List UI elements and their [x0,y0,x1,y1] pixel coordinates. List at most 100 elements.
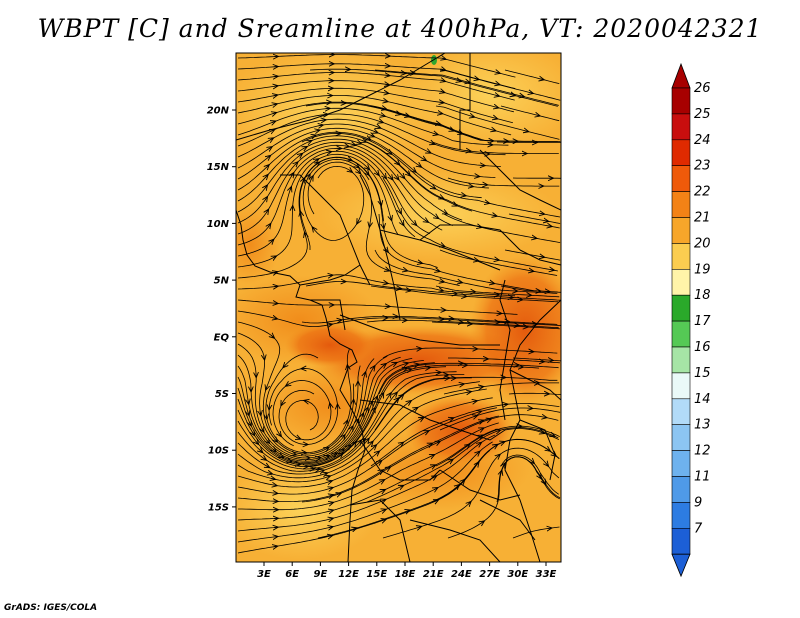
streamline-arrow [312,227,314,230]
streamline [265,349,352,454]
streamline-arrow [393,363,397,365]
streamline-arrow [399,210,401,214]
wbpt-field [236,53,561,562]
streamline-arrow [265,197,267,200]
streamline-arrow [374,131,378,133]
x-tick-label: 27E [479,569,500,580]
colorbar-segment [671,165,691,192]
streamline-arrow [324,473,328,474]
streamline-arrow [349,170,352,172]
colorbar-label: 17 [694,314,711,329]
streamline-arrow [373,445,376,448]
field-light-northeast [400,53,561,150]
colorbar-bottom-arrow [671,553,691,578]
streamline [435,105,560,140]
streamline-arrow [266,165,269,168]
streamline-arrow [248,400,249,404]
streamline-arrow [364,372,365,376]
streamline-arrow [492,130,496,131]
streamline [237,343,375,459]
colorbar-segment [671,243,691,270]
colorbar-label: 16 [694,340,711,355]
colorbar-segment [671,372,691,400]
streamline-arrow [295,162,298,165]
streamline-arrow [400,442,403,444]
streamline-arrow [273,256,277,258]
x-tick-label: 15E [366,569,387,580]
streamline-arrow [311,176,313,180]
streamline-arrow [496,72,500,73]
streamline-arrow [341,449,344,452]
streamline-arrow [328,324,332,325]
colorbar-segment [671,294,691,322]
streamline-arrow [281,402,283,406]
field-hot-lowlat [285,323,375,367]
y-tick-label: 15N [207,162,230,173]
streamline-arrow [380,470,383,472]
streamline-arrow [456,485,459,488]
streamline-arrow [371,402,372,406]
streamline [272,380,332,447]
streamline-arrow [480,428,484,430]
streamlines [237,55,561,554]
streamline [237,371,457,470]
streamline-arrow [429,443,433,445]
x-axis: 3E 6E 9E 12E 15E 18E 21E 24E 27E 30E 33E [257,562,557,580]
streamline [237,135,473,212]
streamline-arrow [437,123,441,124]
streamline-arrow [269,147,272,149]
streamline-arrow [401,395,404,398]
streamline-arrow [495,259,499,260]
streamline-arrow [266,466,270,468]
border-kenya [519,249,561,266]
streamline-arrow [397,162,400,165]
streamline-arrow [304,147,308,149]
colorbar-segment [671,87,691,115]
streamline-arrow [249,422,251,426]
streamline-arrow [458,282,462,283]
streamline-arrow [462,195,466,196]
streamline-arrow [367,438,370,441]
streamline-arrow [387,467,391,469]
streamline-arrow [440,102,444,103]
field-light-sahel [320,170,560,260]
streamline-arrow [262,428,264,432]
streamline-arrow [474,416,478,417]
streamline-arrow [435,216,438,218]
streamline-arrow [322,120,326,121]
streamline-arrow [544,481,546,484]
streamline-arrow [531,461,534,464]
colorbar-label: 21 [694,211,711,226]
streamline [237,123,496,178]
streamline-arrow [304,401,308,402]
streamline-arrow [485,202,489,203]
streamline-arrow [373,366,375,369]
border-cameroon [299,264,361,286]
streamline-arrow [418,262,422,263]
streamline [504,69,560,84]
border-chad [359,174,401,321]
streamline-arrow [260,450,263,453]
streamline [237,310,516,327]
streamline-arrow [525,131,529,132]
streamline-arrow [475,79,479,80]
streamline-arrow [377,127,381,129]
streamline [508,213,561,224]
streamline-arrow [494,118,498,119]
streamline-arrow [544,221,548,222]
colorbar-label: 19 [694,262,711,277]
streamline-arrow [432,187,435,189]
streamline-arrow [551,435,555,437]
streamline-arrow [439,290,443,291]
x-tick-label: 12E [338,569,359,580]
streamline-arrow [267,440,270,443]
streamline-arrow [434,488,438,490]
streamline-arrow [271,240,274,243]
colorbar-segment [671,527,691,555]
y-tick-label: 10S [208,446,229,457]
streamline [307,161,460,286]
streamline-arrow [442,58,446,59]
streamline-arrow [329,510,333,511]
streamline [237,144,443,235]
streamline-arrow [366,172,369,175]
